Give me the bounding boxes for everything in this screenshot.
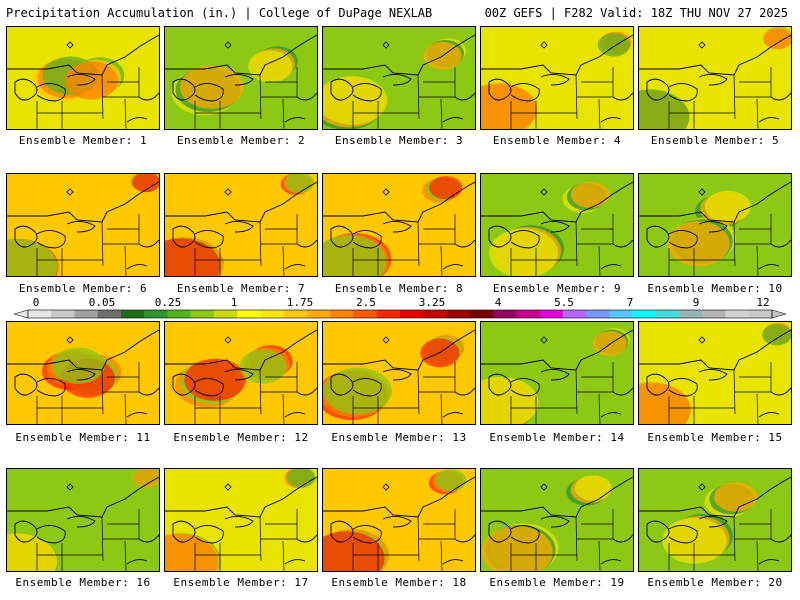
colorbar-bin (97, 310, 122, 318)
ensemble-member-label: Ensemble Member: 3 (334, 134, 464, 147)
chart-title: Precipitation Accumulation (in.) | Colle… (6, 6, 433, 20)
ensemble-map-3 (322, 26, 476, 130)
colorbar-left-arrow (14, 309, 29, 319)
colorbar-bin (167, 310, 192, 318)
ensemble-map-14 (480, 321, 634, 425)
colorbar-bin (260, 310, 285, 318)
ensemble-member-label: Ensemble Member: 18 (331, 576, 467, 589)
ensemble-map-2 (164, 26, 318, 130)
ensemble-member-label: Ensemble Member: 4 (492, 134, 622, 147)
ensemble-member-label: Ensemble Member: 5 (650, 134, 780, 147)
ensemble-map-5 (638, 26, 792, 130)
ensemble-member-label: Ensemble Member: 15 (647, 431, 783, 444)
ensemble-member-label: Ensemble Member: 6 (18, 282, 148, 295)
colorbar-bin (330, 310, 354, 318)
colorbar-bin (307, 310, 331, 318)
colorbar-bin (28, 310, 52, 318)
colorbar-bin (562, 310, 587, 318)
colorbar-bin (748, 310, 773, 318)
colorbar-tick-label: 9 (692, 296, 700, 309)
colorbar-tick-label: 7 (626, 296, 634, 309)
colorbar-tick-label: 0 (32, 296, 40, 309)
precip-colorbar (14, 309, 786, 319)
colorbar-tick-label: 4 (494, 296, 502, 309)
colorbar-tick-label: 3.25 (418, 296, 446, 309)
colorbar-tick-label: 2.5 (356, 296, 376, 309)
ensemble-map-17 (164, 468, 318, 572)
colorbar-bin (144, 310, 168, 318)
ensemble-member-label: Ensemble Member: 10 (647, 282, 783, 295)
colorbar-bin (516, 310, 540, 318)
colorbar-tick-label: 12 (756, 296, 770, 309)
ensemble-map-6 (6, 173, 160, 277)
ensemble-map-9 (480, 173, 634, 277)
ensemble-member-label: Ensemble Member: 14 (489, 431, 625, 444)
colorbar-bin (121, 310, 145, 318)
colorbar-bin (493, 310, 517, 318)
colorbar-bin (423, 310, 447, 318)
colorbar-bin (702, 310, 726, 318)
ensemble-member-label: Ensemble Member: 20 (647, 576, 783, 589)
colorbar-right-arrow (771, 309, 786, 319)
ensemble-map-20 (638, 468, 792, 572)
ensemble-map-7 (164, 173, 318, 277)
colorbar-bin (586, 310, 610, 318)
ensemble-map-1 (6, 26, 160, 130)
colorbar-bin (214, 310, 238, 318)
colorbar-bin (74, 310, 99, 318)
ensemble-member-label: Ensemble Member: 8 (334, 282, 464, 295)
colorbar-tick-label: 1.75 (286, 296, 314, 309)
ensemble-map-19 (480, 468, 634, 572)
colorbar-bin (51, 310, 75, 318)
colorbar-bin (446, 310, 471, 318)
colorbar-bin (237, 310, 261, 318)
run-valid-time: 00Z GEFS | F282 Valid: 18Z THU NOV 27 20… (484, 6, 788, 20)
colorbar-bin (376, 310, 401, 318)
ensemble-map-15 (638, 321, 792, 425)
ensemble-map-8 (322, 173, 476, 277)
ensemble-member-label: Ensemble Member: 17 (173, 576, 309, 589)
ensemble-member-label: Ensemble Member: 1 (18, 134, 148, 147)
colorbar-bin (679, 310, 703, 318)
ensemble-map-11 (6, 321, 160, 425)
colorbar-tick-label: 1 (230, 296, 238, 309)
colorbar-bin (469, 310, 494, 318)
colorbar-bin (283, 310, 308, 318)
ensemble-member-label: Ensemble Member: 13 (331, 431, 467, 444)
ensemble-map-12 (164, 321, 318, 425)
ensemble-member-label: Ensemble Member: 9 (492, 282, 622, 295)
ensemble-member-label: Ensemble Member: 16 (15, 576, 151, 589)
colorbar-bin (655, 310, 680, 318)
ensemble-map-10 (638, 173, 792, 277)
colorbar-tick-label: 5.5 (554, 296, 574, 309)
colorbar-bin (400, 310, 424, 318)
colorbar-tick-label: 0.25 (154, 296, 182, 309)
colorbar-bin (632, 310, 657, 318)
colorbar-bin (190, 310, 215, 318)
ensemble-map-18 (322, 468, 476, 572)
ensemble-map-16 (6, 468, 160, 572)
colorbar-bin (609, 310, 633, 318)
ensemble-member-label: Ensemble Member: 12 (173, 431, 309, 444)
colorbar-tick-label: 0.05 (88, 296, 116, 309)
colorbar-bin (725, 310, 750, 318)
ensemble-member-label: Ensemble Member: 19 (489, 576, 625, 589)
ensemble-member-label: Ensemble Member: 11 (15, 431, 151, 444)
ensemble-member-label: Ensemble Member: 7 (176, 282, 306, 295)
ensemble-map-4 (480, 26, 634, 130)
colorbar-bin (353, 310, 378, 318)
colorbar-bin (539, 310, 564, 318)
ensemble-map-13 (322, 321, 476, 425)
ensemble-member-label: Ensemble Member: 2 (176, 134, 306, 147)
